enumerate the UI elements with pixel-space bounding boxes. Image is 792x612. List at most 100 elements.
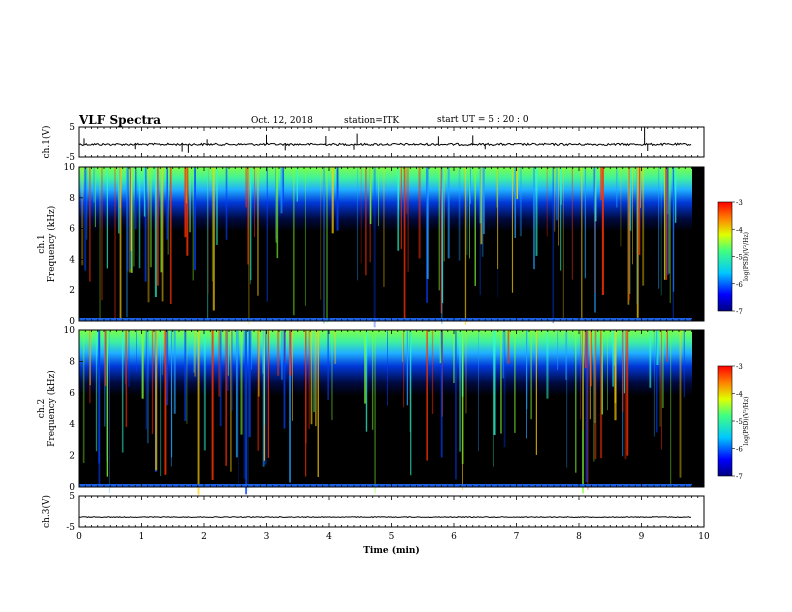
waveform-line bbox=[78, 516, 692, 519]
sferic-streak bbox=[331, 167, 334, 234]
sferic-streak bbox=[403, 167, 406, 319]
sferic-streak bbox=[193, 330, 195, 373]
colorbar-tick-label: -3 bbox=[736, 363, 743, 371]
y-tick-label: -5 bbox=[66, 153, 75, 163]
sferic-streak bbox=[84, 167, 87, 271]
y-axis-label: Frequency (kHz) bbox=[46, 370, 57, 447]
sferic-streak bbox=[397, 167, 400, 251]
sferic-streak bbox=[459, 330, 461, 452]
colorbar bbox=[717, 365, 733, 477]
sferic-streak bbox=[305, 330, 307, 477]
sferic-streak bbox=[612, 330, 614, 387]
sferic-streak bbox=[552, 167, 555, 324]
sferic-streak bbox=[622, 330, 624, 457]
sferic-streak bbox=[95, 330, 98, 452]
sferic-streak bbox=[247, 330, 249, 491]
sferic-streak bbox=[93, 167, 96, 203]
sferic-streak bbox=[292, 167, 295, 316]
sferic-streak bbox=[331, 330, 333, 421]
sferic-streak bbox=[133, 167, 135, 267]
sferic-streak bbox=[514, 330, 516, 433]
sferic-streak bbox=[613, 330, 616, 366]
sferic-streak bbox=[296, 167, 298, 202]
sferic-streak bbox=[184, 330, 187, 422]
chart-title: VLF Spectra bbox=[79, 113, 162, 127]
sferic-streak bbox=[533, 167, 535, 270]
sferic-streak bbox=[219, 330, 222, 427]
sferic-streak bbox=[466, 167, 468, 256]
sferic-streak bbox=[560, 167, 562, 271]
sferic-streak bbox=[246, 167, 249, 265]
sferic-streak bbox=[407, 167, 409, 272]
y-tick-label: 0 bbox=[69, 317, 75, 327]
waveform-area bbox=[79, 127, 704, 157]
sferic-streak bbox=[426, 167, 429, 280]
sferic-streak bbox=[575, 330, 577, 473]
colorbar-tick-label: -4 bbox=[736, 391, 743, 399]
colorbar-tick-label: -4 bbox=[736, 226, 743, 234]
sferic-streak bbox=[240, 330, 243, 435]
sferic-streak bbox=[369, 167, 372, 224]
sferic-streak bbox=[229, 330, 232, 472]
sferic-streak bbox=[653, 330, 656, 437]
sferic-streak bbox=[640, 167, 641, 208]
sferic-streak bbox=[360, 167, 362, 264]
sferic-streak bbox=[525, 330, 527, 439]
sferic-streak bbox=[317, 330, 319, 477]
y-axis-label: Frequency (kHz) bbox=[46, 206, 57, 283]
sferic-streak bbox=[562, 167, 564, 319]
sferic-streak bbox=[161, 330, 163, 376]
sferic-streak bbox=[464, 167, 467, 325]
y-tick-label: 5 bbox=[69, 123, 75, 133]
sferic-streak bbox=[263, 330, 265, 426]
sferic-streak bbox=[327, 330, 329, 400]
sferic-streak bbox=[443, 167, 445, 262]
sferic-streak bbox=[584, 330, 587, 369]
sferic-streak bbox=[365, 167, 367, 276]
y-tick-label: 8 bbox=[69, 357, 75, 367]
y-tick-label: 4 bbox=[69, 255, 75, 265]
sferic-streak bbox=[469, 167, 470, 259]
sferic-streak bbox=[126, 167, 129, 272]
sferic-streak bbox=[197, 330, 200, 495]
sferic-streak bbox=[582, 330, 584, 494]
panel-frame bbox=[78, 126, 705, 158]
sferic-streak bbox=[571, 167, 573, 280]
colorbar-tick-label: -7 bbox=[736, 473, 743, 481]
sferic-streak bbox=[189, 167, 191, 233]
y-axis-label: ch.3(V) bbox=[41, 495, 52, 528]
sferic-streak bbox=[665, 167, 668, 280]
sferic-streak bbox=[440, 330, 443, 458]
sferic-streak bbox=[599, 330, 603, 459]
sferic-streak bbox=[371, 330, 374, 430]
sferic-streak bbox=[636, 167, 639, 318]
sferic-streak bbox=[614, 330, 617, 421]
sferic-streak bbox=[397, 167, 399, 209]
x-tick-label: 10 bbox=[698, 532, 710, 542]
y-tick-label: 6 bbox=[69, 225, 75, 235]
y-tick-label: 10 bbox=[64, 163, 76, 173]
sferic-streak bbox=[320, 167, 322, 300]
emission-band bbox=[79, 167, 704, 232]
sferic-streak bbox=[594, 167, 597, 222]
sferic-streak bbox=[336, 167, 339, 231]
sferic-streak bbox=[108, 330, 110, 493]
sferic-streak bbox=[89, 167, 91, 282]
y-axis-label: ch.1 bbox=[37, 234, 47, 253]
x-tick-label: 6 bbox=[451, 532, 457, 542]
sferic-streak bbox=[308, 330, 310, 430]
sferic-streak bbox=[593, 330, 595, 462]
sferic-streak bbox=[173, 330, 176, 414]
x-tick-label: 0 bbox=[76, 532, 82, 542]
sferic-streak bbox=[245, 330, 247, 495]
x-tick-label: 4 bbox=[326, 532, 332, 542]
sferic-streak bbox=[281, 330, 283, 380]
colorbar-label: log(PSD)(V²/Hz) bbox=[743, 232, 750, 281]
y-tick-label: 5 bbox=[69, 492, 75, 502]
sferic-streak bbox=[184, 167, 187, 238]
sferic-streak bbox=[289, 330, 292, 376]
sferic-streak bbox=[264, 330, 267, 465]
sferic-streak bbox=[629, 167, 632, 231]
sferic-streak bbox=[496, 167, 498, 208]
sferic-streak bbox=[121, 330, 124, 453]
